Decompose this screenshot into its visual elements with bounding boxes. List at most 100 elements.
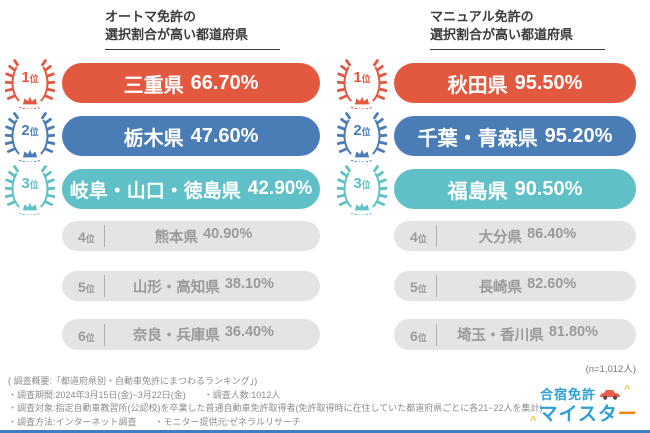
percentage-value: 66.70%: [190, 71, 259, 94]
prefecture-name: 奈良・兵庫県: [132, 328, 220, 344]
rank-pill: 5位 長崎県 82.60%: [394, 271, 636, 301]
percentage-value: 90.50%: [514, 177, 583, 200]
rank-pill: 5位 山形・高知県 38.10%: [62, 271, 320, 301]
prefecture-name: 大分県: [478, 229, 523, 246]
rank-pill: 千葉・青森県 95.20%: [394, 116, 636, 156]
sample-size: (n=1,012人): [585, 364, 636, 375]
column-automatic: オートマ免許の 選択割合が高い都道府県 1位 三重県 66.70% 2位 栃木県…: [5, 8, 320, 350]
prefecture-name: 三重県: [123, 74, 184, 97]
bottom-accent-line: [0, 430, 650, 433]
rank-pill: 6位 埼玉・香川県 81.80%: [394, 319, 636, 350]
rank-label: 4位: [410, 229, 427, 245]
logo-text-dash: ー: [617, 404, 638, 425]
rank-row-4: 4位 熊本県 40.90%: [5, 221, 320, 251]
prefecture-entry: 山形・高知県 38.10%: [105, 276, 320, 297]
percentage-value: 95.20%: [544, 124, 613, 147]
rank-label: 5位: [410, 279, 427, 295]
rank-pill: 秋田県 95.50%: [394, 63, 636, 103]
gasshuku-menkyo-meister-logo: 合宿免許 ^ ^ マイスタ ー: [530, 384, 642, 427]
prefecture-entry: 大分県 86.40%: [437, 226, 636, 247]
rank-pill: 岐阜・山口・徳島県 42.90%: [62, 169, 320, 209]
divider: [103, 275, 105, 297]
percentage-value: 47.60%: [190, 124, 259, 147]
prefecture-entry: 奈良・兵庫県 36.40%: [105, 324, 320, 345]
divider: [435, 275, 437, 297]
rank-row-6: 6位 埼玉・香川県 81.80%: [337, 319, 636, 350]
rank-badge-3: 3位: [337, 162, 387, 216]
prefecture-name: 山形・高知県: [132, 279, 220, 296]
rank-label: 6位: [410, 327, 427, 344]
percentage-value: 38.10%: [224, 275, 274, 292]
rank-row-4: 4位 大分県 86.40%: [337, 221, 636, 251]
logo-line1: 合宿免許 ^: [540, 384, 642, 403]
rank-row-1: 1位 三重県 66.70%: [5, 63, 320, 103]
rank-label: 3位: [21, 175, 39, 192]
rank-badge-3: 3位: [5, 162, 55, 216]
rank-label: 2位: [21, 122, 39, 139]
percentage-value: 81.80%: [548, 324, 598, 340]
survey-overview: ( 調査概要:「都道府県別・自動車免許にまつわるランキング」) ・調査期間:20…: [8, 375, 553, 429]
rank-row-3: 3位 岐阜・山口・徳島県 42.90%: [5, 169, 320, 209]
rank-row-5: 5位 長崎県 82.60%: [337, 271, 636, 301]
column-manual: マニュアル免許の 選択割合が高い都道府県 1位 秋田県 95.50% 2位 千葉…: [337, 8, 636, 350]
title-line2: 選択割合が高い都道府県: [105, 27, 249, 42]
logo-line2: ^ マイスタ ー: [530, 404, 642, 427]
title-line1: オートマ免許の: [105, 9, 197, 24]
column-title-automatic: オートマ免許の 選択割合が高い都道府県: [105, 8, 280, 50]
rank-row-5: 5位 山形・高知県 38.10%: [5, 271, 320, 301]
percentage-value: 82.60%: [527, 275, 577, 292]
prefecture-name: 千葉・青森県: [417, 127, 538, 150]
divider: [435, 225, 437, 247]
title-line2: 選択割合が高い都道府県: [430, 27, 574, 42]
rank-label: 2位: [353, 122, 371, 139]
rank-row-3: 3位 福島県 90.50%: [337, 169, 636, 209]
percentage-value: 86.40%: [527, 225, 577, 242]
prefecture-name: 埼玉・香川県: [456, 328, 544, 344]
rank-badge-1: 1位: [337, 56, 387, 110]
rank-badge-2: 2位: [5, 109, 55, 163]
rank-pill: 4位 熊本県 40.90%: [62, 221, 320, 251]
survey-line-3: ・調査対象:指定自動車教習所(公認校)を卒業した普通自動車免許取得者(免許取得時…: [8, 403, 543, 413]
rank-label: 1位: [21, 69, 39, 86]
car-icon: [600, 390, 621, 400]
percentage-value: 42.90%: [247, 178, 313, 199]
prefecture-entry: 長崎県 82.60%: [437, 276, 636, 297]
rank-label: 3位: [353, 175, 371, 192]
prefecture-entry: 埼玉・香川県 81.80%: [437, 324, 636, 345]
title-line1: マニュアル免許の: [430, 9, 534, 24]
prefecture-name: 秋田県: [447, 74, 508, 97]
rank-row-2: 2位 栃木県 47.60%: [5, 116, 320, 156]
percentage-value: 40.90%: [203, 225, 253, 242]
percentage-value: 95.50%: [514, 71, 583, 94]
roof-accent-icon: ^: [624, 384, 631, 395]
rank-pill: 6位 奈良・兵庫県 36.40%: [62, 319, 320, 350]
divider: [435, 323, 437, 346]
prefecture-name: 岐阜・山口・徳島県: [69, 180, 241, 202]
prefecture-name: 福島県: [447, 180, 508, 203]
rank-row-2: 2位 千葉・青森県 95.20%: [337, 116, 636, 156]
caret-accent-icon: ^: [530, 415, 538, 427]
prefecture-name: 栃木県: [123, 127, 184, 150]
survey-line-2: ・調査期間:2024年3月15日(金)~3月22日(金) ・調査人数:1012人: [8, 389, 281, 400]
divider: [103, 225, 105, 247]
logo-text-2: マイスタ: [538, 404, 618, 425]
survey-line-1: ( 調査概要:「都道府県別・自動車免許にまつわるランキング」): [8, 376, 258, 386]
prefecture-name: 熊本県: [154, 229, 199, 246]
percentage-value: 36.40%: [224, 324, 274, 340]
logo-text-1: 合宿免許: [540, 387, 597, 402]
prefecture-entry: 熊本県 40.90%: [105, 226, 320, 247]
rank-label: 5位: [78, 279, 95, 295]
rank-badge-2: 2位: [337, 109, 387, 163]
rank-badge-1: 1位: [5, 56, 55, 110]
rank-row-1: 1位 秋田県 95.50%: [337, 63, 636, 103]
divider: [103, 323, 105, 346]
rank-pill: 三重県 66.70%: [62, 63, 320, 103]
rank-pill: 福島県 90.50%: [394, 169, 636, 209]
rank-label: 4位: [78, 229, 95, 245]
column-title-manual: マニュアル免許の 選択割合が高い都道府県: [430, 8, 605, 50]
rank-pill: 栃木県 47.60%: [62, 116, 320, 156]
rank-row-6: 6位 奈良・兵庫県 36.40%: [5, 319, 320, 350]
rank-label: 6位: [78, 327, 95, 344]
rank-label: 1位: [353, 69, 371, 86]
